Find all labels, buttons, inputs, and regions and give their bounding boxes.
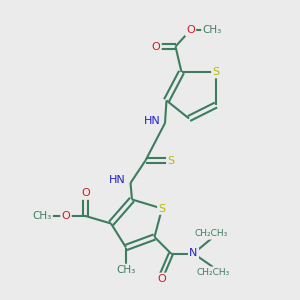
Text: O: O (152, 41, 160, 52)
Text: O: O (158, 274, 166, 284)
Text: O: O (186, 25, 195, 35)
Text: CH₂CH₃: CH₂CH₃ (195, 230, 228, 238)
Text: HN: HN (109, 175, 126, 185)
Text: S: S (158, 203, 166, 214)
Text: CH₃: CH₃ (202, 25, 222, 35)
Text: O: O (81, 188, 90, 199)
Text: HN: HN (144, 116, 160, 127)
Text: CH₃: CH₃ (116, 265, 136, 275)
Text: S: S (167, 155, 175, 166)
Text: N: N (189, 248, 198, 259)
Text: O: O (61, 211, 70, 221)
Text: CH₂CH₃: CH₂CH₃ (196, 268, 230, 277)
Text: S: S (212, 67, 220, 77)
Text: CH₃: CH₃ (32, 211, 52, 221)
